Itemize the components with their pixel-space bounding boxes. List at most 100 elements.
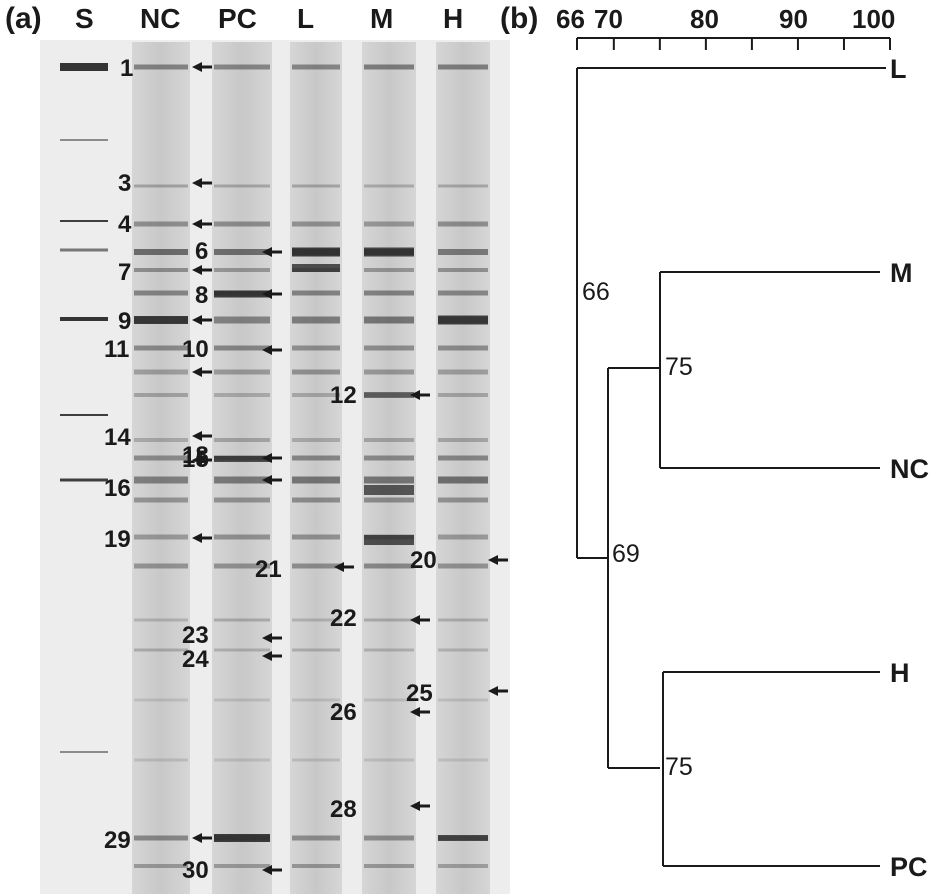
gel-band xyxy=(364,477,414,484)
gel-band xyxy=(214,65,270,70)
band-label-18-visible: 18 xyxy=(182,442,209,469)
band-label: 26 xyxy=(330,699,357,726)
node-label-69: 69 xyxy=(612,540,640,568)
gel-band xyxy=(60,751,108,753)
gel-band xyxy=(438,370,488,375)
gel-band xyxy=(292,222,340,227)
gel-band xyxy=(214,456,270,462)
gel-band xyxy=(214,370,270,375)
gel-band xyxy=(134,864,188,868)
gel-band xyxy=(134,268,188,272)
gel-band xyxy=(364,392,414,398)
gel-band xyxy=(292,185,340,188)
gel-band xyxy=(134,370,188,375)
gel-lane xyxy=(290,42,342,894)
axis-tick-label: 90 xyxy=(779,4,808,34)
gel-band xyxy=(438,535,488,540)
node-label-66: 66 xyxy=(582,278,610,306)
gel-lane xyxy=(362,42,416,894)
band-label: 1 xyxy=(120,55,133,82)
gel-band xyxy=(364,456,414,461)
gel-band xyxy=(214,759,270,762)
gel-band xyxy=(134,535,188,540)
axis-tick-label: 66 xyxy=(556,4,585,34)
gel-band xyxy=(214,268,270,272)
gel-image xyxy=(40,40,510,894)
band-label: 7 xyxy=(118,259,131,286)
gel-band xyxy=(364,268,414,272)
gel-band xyxy=(134,836,188,841)
band-label: 4 xyxy=(118,211,132,238)
gel-band xyxy=(292,498,340,503)
band-label: 14 xyxy=(104,424,131,451)
band-label: 11 xyxy=(104,336,129,363)
gel-band xyxy=(214,222,270,227)
band-label: 12 xyxy=(330,382,357,409)
gel-band xyxy=(214,649,270,652)
band-label: 16 xyxy=(104,475,131,502)
gel-band xyxy=(438,619,488,622)
gel-band xyxy=(292,456,340,461)
gel-band xyxy=(364,222,414,227)
gel-band xyxy=(364,438,414,442)
gel-band xyxy=(292,649,340,652)
band-label: 9 xyxy=(118,308,131,335)
panel-a-label: (a) xyxy=(5,2,42,35)
gel-band xyxy=(364,291,414,296)
gel-lane xyxy=(212,42,272,894)
gel-band xyxy=(364,759,414,762)
gel-band xyxy=(214,317,270,324)
gel-band xyxy=(60,63,108,71)
gel-band xyxy=(134,316,188,324)
gel-band xyxy=(214,249,270,255)
gel-band xyxy=(364,370,414,375)
leaf-label-m: M xyxy=(890,258,913,288)
gel-band xyxy=(292,317,340,324)
band-label: 8 xyxy=(195,282,208,309)
gel-band xyxy=(292,65,340,70)
gel-band xyxy=(292,535,340,540)
gel-band xyxy=(364,864,414,868)
gel-band xyxy=(438,268,488,272)
gel-band xyxy=(292,759,340,762)
gel-band xyxy=(292,264,340,272)
gel-band xyxy=(364,498,414,503)
gel-band xyxy=(292,370,340,375)
gel-band xyxy=(134,65,188,70)
gel-band xyxy=(438,835,488,841)
lane-label-h: H xyxy=(443,3,463,34)
gel-band xyxy=(214,291,270,298)
gel-band xyxy=(134,346,188,351)
gel-band xyxy=(134,291,188,296)
gel-band xyxy=(438,438,488,442)
gel-band xyxy=(134,456,188,461)
gel-band xyxy=(134,438,188,442)
dendrogram xyxy=(577,68,886,866)
gel-band xyxy=(292,248,340,257)
axis-ticks xyxy=(577,38,890,50)
node-label-75b: 75 xyxy=(665,753,693,781)
gel-band xyxy=(214,477,270,484)
axis-tick-label: 80 xyxy=(690,4,719,34)
gel-band xyxy=(438,456,488,461)
leaf-label-h: H xyxy=(890,658,910,688)
gel-band xyxy=(438,699,488,702)
gel-band xyxy=(134,759,188,762)
gel-band xyxy=(438,477,488,484)
gel-band xyxy=(214,346,270,351)
gel-band xyxy=(292,346,340,351)
band-label: 3 xyxy=(118,170,131,197)
axis-tick-label: 70 xyxy=(594,4,623,34)
lane-label-s: S xyxy=(75,3,94,34)
band-label: 10 xyxy=(182,336,209,363)
gel-band xyxy=(60,414,108,416)
gel-band xyxy=(60,317,108,321)
gel-band xyxy=(134,249,188,255)
band-label: 20 xyxy=(410,547,437,574)
band-label: 22 xyxy=(330,605,357,632)
gel-band xyxy=(214,619,270,622)
gel-band xyxy=(134,477,188,484)
gel-band xyxy=(364,346,414,351)
gel-band xyxy=(364,619,414,622)
gel-band xyxy=(292,438,340,442)
